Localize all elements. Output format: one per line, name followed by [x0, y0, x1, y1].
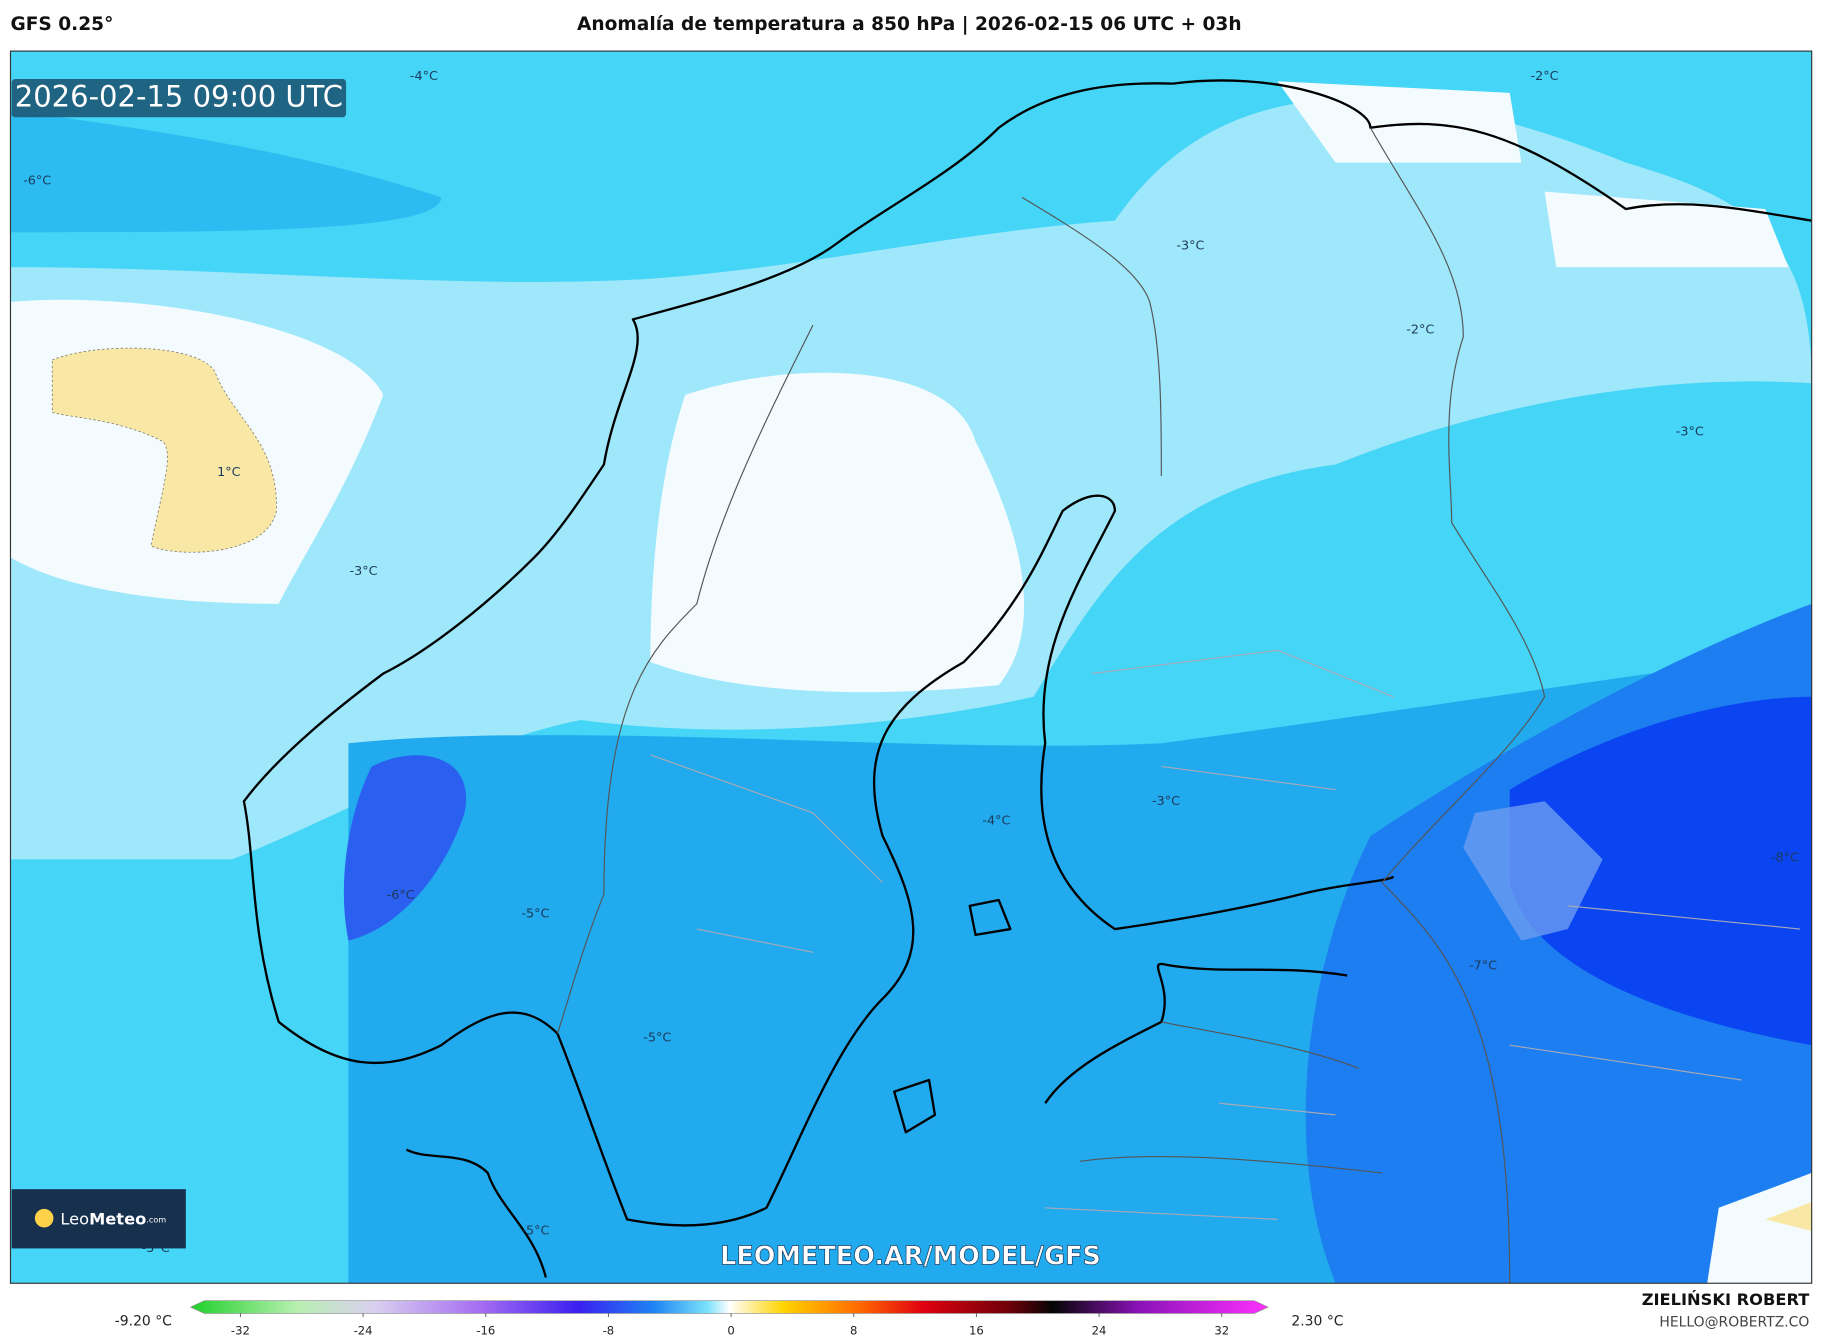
map: 2026-02-15 09:00 UTC -4°C -2°C -6°C -3°C -2°… — [10, 51, 1812, 1284]
contour-label: -3°C — [1176, 239, 1204, 254]
colorbar-tick-label: -16 — [476, 1323, 495, 1337]
contour-label: -2°C — [1406, 322, 1434, 337]
map-title: Anomalía de temperatura a 850 hPa | 2026… — [577, 14, 1242, 35]
colorbar-tick-label: -32 — [231, 1323, 250, 1337]
contour-label: -2°C — [1531, 69, 1559, 84]
logo-domain: .com — [146, 1214, 166, 1224]
colorbar-tick-label: 16 — [969, 1323, 984, 1337]
contour-label: -6°C — [387, 888, 415, 903]
colorbar-tick-label: -8 — [603, 1323, 615, 1337]
contour-label: -7°C — [1469, 959, 1497, 974]
colorbar-tick-label: 0 — [727, 1323, 734, 1337]
contour-label: -5°C — [521, 1223, 549, 1238]
logo-bold: Meteo — [89, 1209, 146, 1228]
colorbar-tick-label: 24 — [1092, 1323, 1107, 1337]
contour-label: -6°C — [23, 174, 51, 189]
contour-label: -4°C — [410, 69, 438, 84]
contour-label: -8°C — [1771, 851, 1799, 866]
colorbar-ticks: -32 -24 -16 -8 0 8 16 24 32 — [231, 1313, 1229, 1337]
colorbar-max: 2.30 °C — [1291, 1314, 1343, 1330]
colorbar-tick-label: 8 — [850, 1323, 857, 1337]
colorbar-min: -9.20 °C — [115, 1314, 172, 1330]
contour-label: -3°C — [1676, 425, 1704, 440]
field-near-zero — [1707, 1172, 1812, 1284]
logo-sun — [34, 1208, 54, 1228]
valid-time: 2026-02-15 09:00 UTC — [15, 80, 343, 114]
contour-label: 1°C — [217, 465, 241, 480]
logo-light: Leo — [60, 1209, 89, 1228]
field-positive — [51, 347, 277, 553]
field-cold-core — [343, 755, 467, 941]
colorbar-tick-label: -24 — [354, 1323, 373, 1337]
email: HELLO@ROBERTZ.CO — [1659, 1315, 1809, 1331]
field-near-zero — [1277, 81, 1789, 268]
valid-time-box — [11, 78, 347, 118]
logo-text: LeoMeteo.com — [60, 1209, 166, 1228]
contour-label: -3°C — [1152, 794, 1180, 809]
contour-label: -5°C — [643, 1031, 671, 1046]
colorbar — [189, 1300, 1269, 1314]
watermark: LEOMETEO.AR/MODEL/GFS — [720, 1242, 1101, 1272]
colorbar-tick-label: 32 — [1214, 1323, 1229, 1337]
field-coldest — [1509, 696, 1812, 1046]
field-positive — [1765, 1201, 1812, 1231]
contour-label: -4°C — [982, 814, 1010, 829]
author: ZIELIŃSKI ROBERT — [1642, 1290, 1810, 1309]
contour-labels: -4°C -2°C -6°C -3°C -2°C 1°C -3°C -3°C -4°C -3°C -… — [23, 69, 1799, 1256]
map-frame — [9, 50, 1813, 1284]
field-near-zero — [650, 372, 1025, 693]
contour-label: -3°C — [350, 564, 378, 579]
model-name: GFS 0.25° — [10, 14, 113, 35]
contour-label: -5°C — [521, 906, 549, 921]
field-cold-band — [10, 110, 442, 233]
